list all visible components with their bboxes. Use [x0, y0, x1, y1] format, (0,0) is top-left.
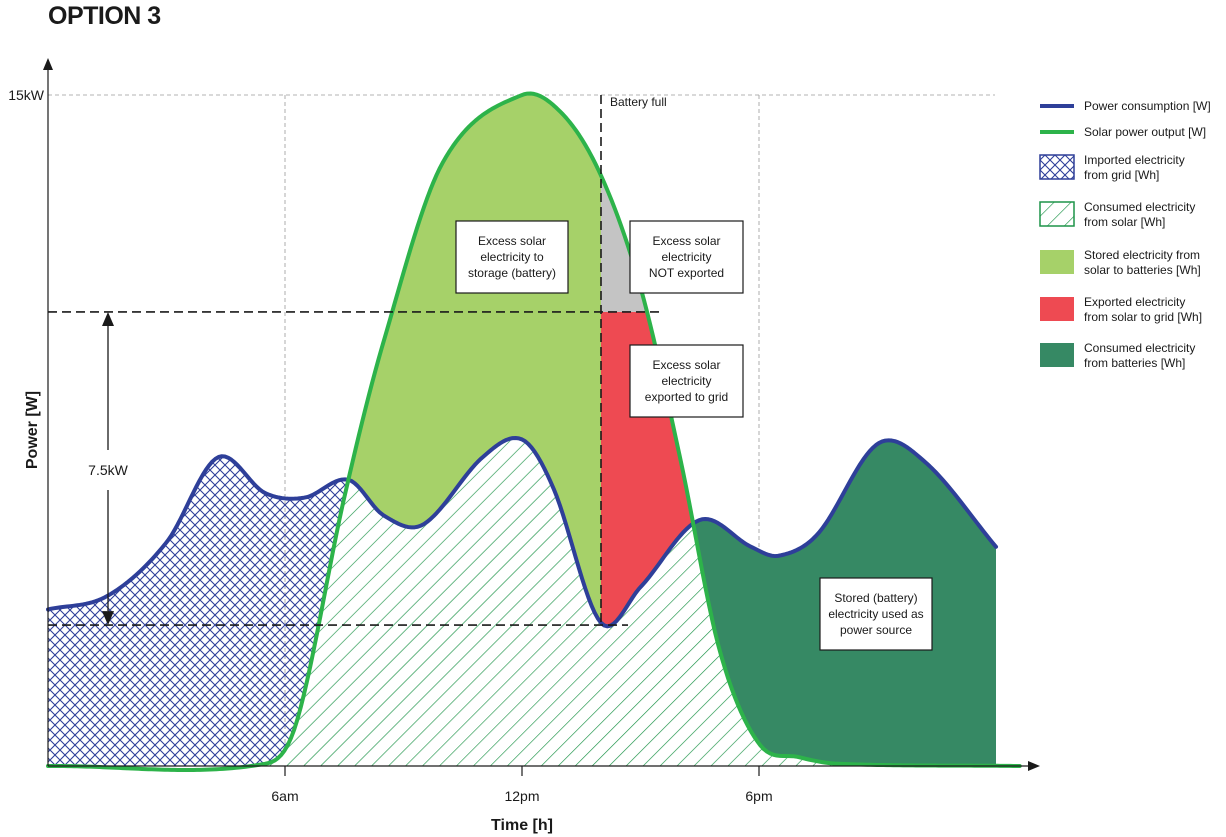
legend-label: Exported electricity [1084, 295, 1185, 309]
x-tick-label: 6am [271, 788, 298, 804]
y-tick-label: 15kW [8, 87, 45, 103]
callout-text: NOT exported [649, 266, 724, 280]
legend-label: Stored electricity from [1084, 248, 1200, 262]
battery-full-label: Battery full [610, 95, 667, 109]
callout-text: storage (battery) [468, 266, 556, 280]
callout-text: electricity used as [828, 607, 923, 621]
series-lines [46, 91, 1022, 772]
callout-text: electricity [661, 374, 711, 388]
callout-text: Excess solar [652, 358, 720, 372]
x-axis-title: Time [h] [491, 817, 553, 834]
not-exported-area [601, 175, 779, 756]
callout-frame [629, 344, 744, 418]
legend-swatch [1039, 154, 1075, 180]
legend-label: from solar to grid [Wh] [1084, 310, 1202, 324]
legend-item: Solar power output [W] [1040, 125, 1206, 139]
consumed-from-batteries-area [640, 440, 996, 766]
legend-item: Power consumption [W] [1040, 99, 1211, 113]
callout-text: electricity to [480, 250, 544, 264]
legend-label: from solar [Wh] [1084, 215, 1165, 229]
callout-box: Excess solar electricity to storage (batte… [455, 220, 569, 294]
x-axis-arrow [1028, 761, 1040, 771]
y-axis-arrow [43, 58, 53, 70]
callout-frame [455, 220, 569, 294]
callout-box: Excess solar electricity NOT exported [629, 220, 744, 294]
page-title: OPTION 3 [48, 2, 161, 30]
span-arrowhead-down [102, 611, 114, 626]
legend-swatch [1040, 297, 1074, 321]
consumed-from-solar-area [48, 437, 996, 766]
callout-text: exported to grid [645, 390, 728, 404]
exported-to-grid-area [601, 311, 779, 756]
x-tick-label: 12pm [504, 788, 539, 804]
legend-label: Solar power output [W] [1084, 125, 1206, 139]
legend-label: Consumed electricity [1084, 341, 1195, 355]
callout-frame [819, 577, 933, 651]
callout-text: power source [840, 623, 912, 637]
callout-box: Excess solar electricity exported to grid [629, 344, 744, 418]
x-tick-label: 6pm [745, 788, 772, 804]
legend-label: from batteries [Wh] [1084, 356, 1185, 370]
power-consumption-line [46, 435, 998, 629]
callout-text: Stored (battery) [834, 591, 917, 605]
legend-label: Imported electricity [1084, 153, 1185, 167]
callout-text: Excess solar [652, 234, 720, 248]
callout-frame [629, 220, 744, 294]
span-label: 7.5kW [88, 462, 128, 478]
gridlines [48, 94, 995, 766]
legend-label: from grid [Wh] [1084, 168, 1159, 182]
legend-swatch [1039, 201, 1075, 227]
callout-text: electricity [661, 250, 711, 264]
y-axis-title: Power [W] [24, 391, 41, 469]
span-arrowhead-up [102, 311, 114, 326]
callout-text: Excess solar [478, 234, 546, 248]
legend-label: Consumed electricity [1084, 200, 1195, 214]
callout-box: Stored (battery) electricity used as power… [819, 577, 933, 651]
energy-areas [48, 93, 996, 766]
legend-label: solar to batteries [Wh] [1084, 263, 1201, 277]
legend-swatch [1040, 250, 1074, 274]
legend-swatch [1040, 343, 1074, 367]
legend: Power consumption [W] Solar power output … [1039, 99, 1211, 370]
axes: 6am 12pm 6pm 15kW Time [h] Power [W] [8, 58, 1040, 834]
annotations: 7.5kW Battery full Excess solar electricity… [48, 95, 933, 651]
legend-label: Power consumption [W] [1084, 99, 1211, 113]
solar-output-line [46, 91, 1022, 772]
